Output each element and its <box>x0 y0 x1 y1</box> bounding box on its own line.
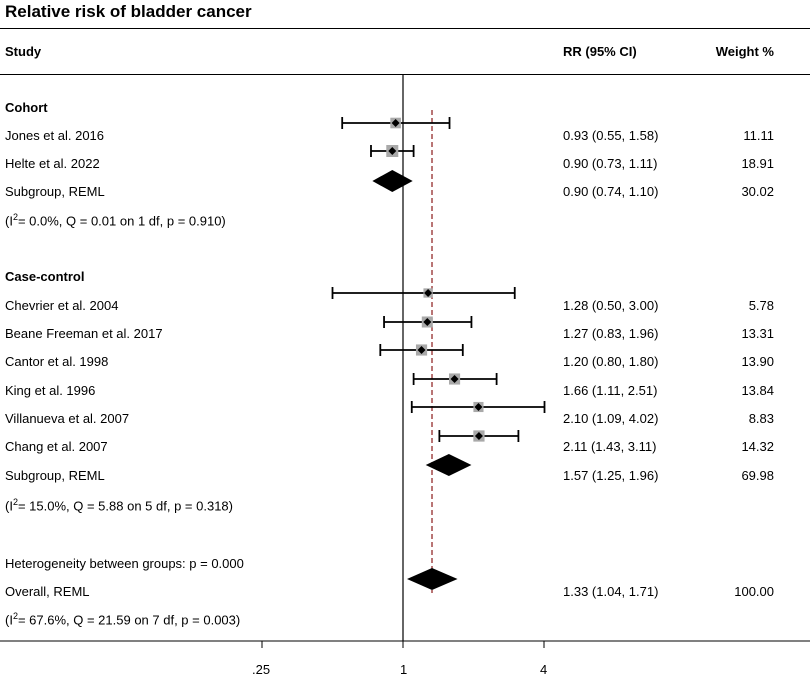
point-estimate <box>424 289 433 297</box>
header-rule <box>0 74 810 75</box>
overall-label: Overall, REML <box>5 584 90 599</box>
top-rule <box>0 28 810 29</box>
subgroup-ci: 1.57 (1.25, 1.96) <box>563 468 659 483</box>
study-label: Villanueva et al. 2007 <box>5 411 130 426</box>
study-ci: 1.20 (0.80, 1.80) <box>563 354 659 369</box>
header-rr: RR (95% CI) <box>563 44 637 59</box>
subgroup-ci: 0.90 (0.74, 1.10) <box>563 184 659 199</box>
chart-title: Relative risk of bladder cancer <box>5 2 252 21</box>
point-estimate <box>391 119 400 127</box>
study-label: Beane Freeman et al. 2017 <box>5 326 163 341</box>
heterogeneity-cohort: (I2= 0.0%, Q = 0.01 on 1 df, p = 0.910) <box>5 212 226 229</box>
between-groups-heterogeneity: Heterogeneity between groups: p = 0.000 <box>5 556 244 571</box>
overall-ci: 1.33 (1.04, 1.71) <box>563 584 659 599</box>
header-study: Study <box>5 44 42 59</box>
group-label-cohort: Cohort <box>5 100 48 115</box>
study-weight: 5.78 <box>748 298 774 313</box>
group-label-case-control: Case-control <box>5 269 85 284</box>
heterogeneity-overall: (I2= 67.6%, Q = 21.59 on 7 df, p = 0.003… <box>5 611 241 628</box>
subgroup-label: Subgroup, REML <box>5 184 105 199</box>
study-label: Helte et al. 2022 <box>5 156 100 171</box>
x-tick-label: .25 <box>252 662 271 677</box>
subgroup-label: Subgroup, REML <box>5 468 105 483</box>
study-label: Cantor et al. 1998 <box>5 354 109 369</box>
x-tick-label: 4 <box>540 662 548 677</box>
study-ci: 0.90 (0.73, 1.11) <box>563 156 658 171</box>
point-estimate <box>474 403 483 411</box>
point-estimate <box>450 375 459 383</box>
subgroup-diamond <box>425 454 472 476</box>
point-estimate <box>388 147 397 155</box>
study-label: King et al. 1996 <box>5 383 96 398</box>
study-weight: 13.31 <box>741 326 774 341</box>
subgroup-diamond <box>372 170 413 192</box>
heterogeneity-case-control: (I2= 15.0%, Q = 5.88 on 5 df, p = 0.318) <box>5 497 233 514</box>
study-label: Chevrier et al. 2004 <box>5 298 119 313</box>
study-weight: 13.90 <box>741 354 774 369</box>
study-ci: 2.11 (1.43, 3.11) <box>563 439 657 454</box>
point-estimate <box>417 346 426 354</box>
x-tick-label: 1 <box>400 662 408 677</box>
study-ci: 0.93 (0.55, 1.58) <box>563 128 659 143</box>
point-estimate <box>423 318 432 326</box>
subgroup-weight: 69.98 <box>741 468 774 483</box>
study-weight: 14.32 <box>741 439 774 454</box>
study-ci: 2.10 (1.09, 4.02) <box>563 411 659 426</box>
study-label: Chang et al. 2007 <box>5 439 108 454</box>
study-ci: 1.28 (0.50, 3.00) <box>563 298 659 313</box>
point-estimate <box>474 432 483 440</box>
study-weight: 13.84 <box>741 383 774 398</box>
overall-weight: 100.00 <box>734 584 774 599</box>
study-weight: 18.91 <box>741 156 774 171</box>
study-ci: 1.66 (1.11, 2.51) <box>563 383 658 398</box>
subgroup-weight: 30.02 <box>741 184 774 199</box>
study-weight: 8.83 <box>748 411 774 426</box>
header-weight: Weight % <box>715 44 774 59</box>
study-label: Jones et al. 2016 <box>5 128 105 143</box>
overall-diamond <box>406 568 458 590</box>
study-ci: 1.27 (0.83, 1.96) <box>563 326 659 341</box>
study-weight: 11.11 <box>743 128 774 143</box>
